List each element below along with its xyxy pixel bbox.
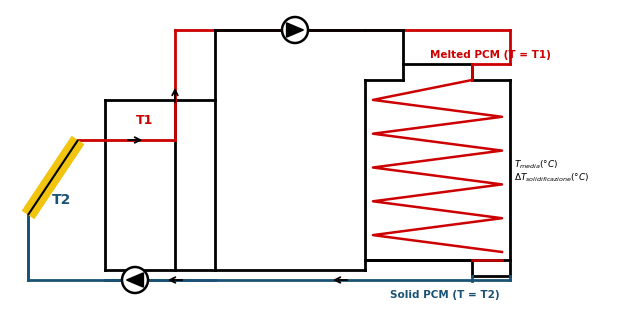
Circle shape	[282, 17, 308, 43]
Text: Solid PCM (T = T2): Solid PCM (T = T2)	[390, 290, 500, 300]
Circle shape	[122, 267, 148, 293]
Text: $\Delta T_{solidificazione}(°C)$: $\Delta T_{solidificazione}(°C)$	[514, 172, 589, 184]
Text: $T_{media}(°C)$: $T_{media}(°C)$	[514, 159, 558, 171]
Text: T2: T2	[52, 193, 71, 207]
Text: T1: T1	[137, 113, 153, 126]
Polygon shape	[286, 23, 304, 37]
Polygon shape	[127, 273, 143, 287]
Text: Melted PCM (T = T1): Melted PCM (T = T1)	[430, 50, 551, 60]
